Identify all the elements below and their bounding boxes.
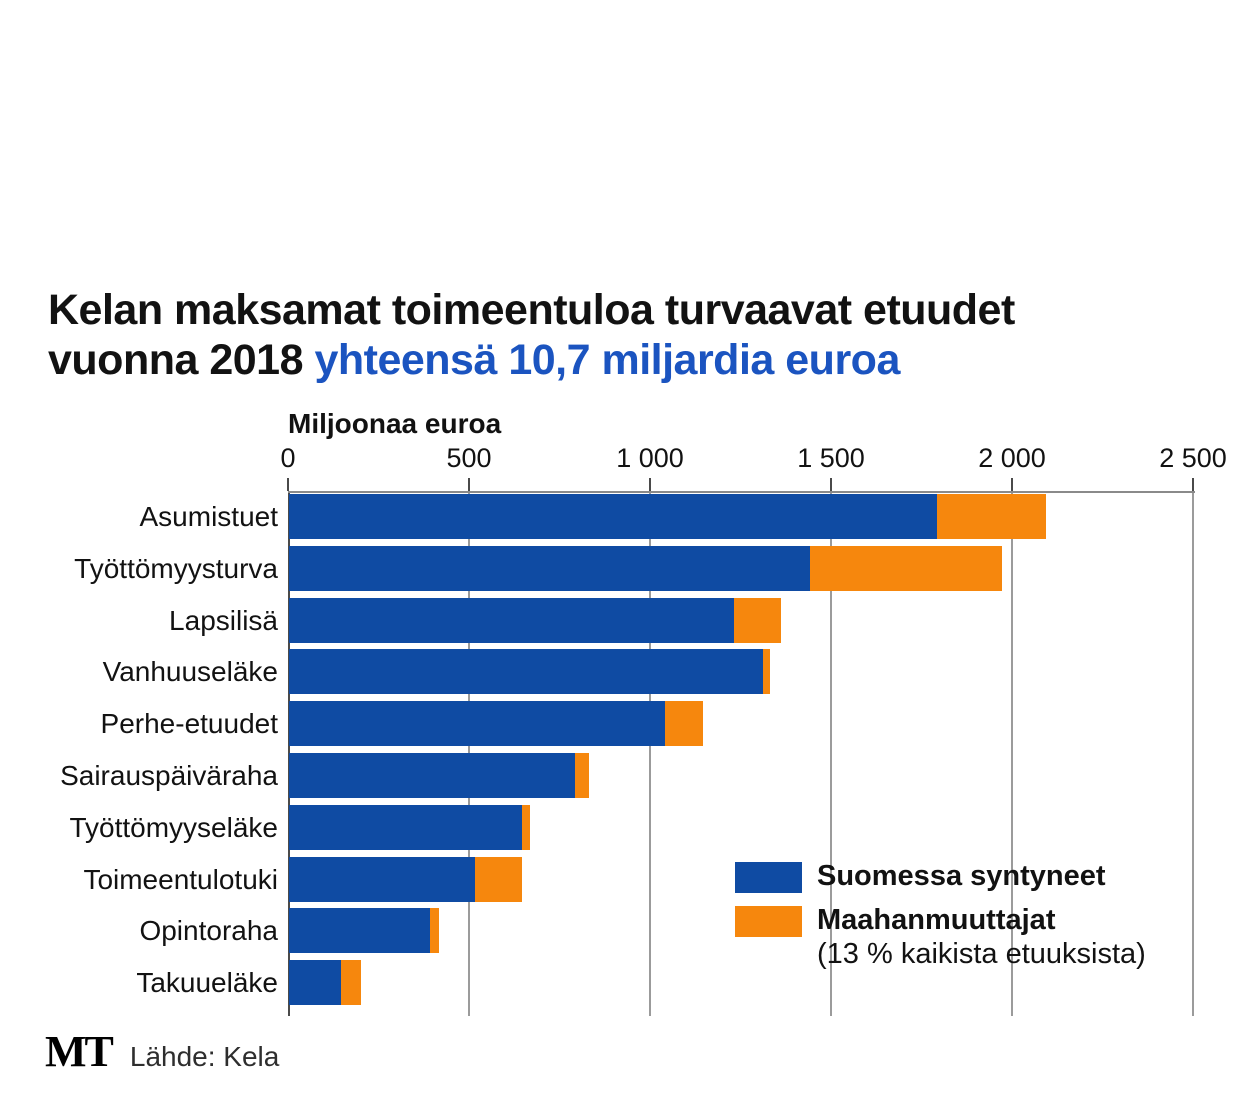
bar-segment-suomessa-syntyneet bbox=[289, 804, 523, 850]
x-tick-mark bbox=[1011, 478, 1013, 491]
bar-segment-suomessa-syntyneet bbox=[289, 701, 666, 747]
x-tick-label: 2 500 bbox=[1159, 443, 1227, 473]
bar-segment-maahanmuuttajat bbox=[341, 960, 362, 1006]
bar-segment-maahanmuuttajat bbox=[522, 804, 530, 850]
x-tick-mark bbox=[287, 478, 289, 491]
x-tick-label: 500 bbox=[446, 443, 492, 473]
axis-unit-label: Miljoonaa euroa bbox=[288, 408, 502, 439]
source-label: Lähde: Kela bbox=[129, 1041, 280, 1072]
bar-segment-suomessa-syntyneet bbox=[289, 908, 431, 954]
x-axis-line bbox=[288, 491, 1195, 493]
chart-title: Kelan maksamat toimeentuloa turvaavat et… bbox=[48, 286, 1015, 386]
bar-segment-suomessa-syntyneet bbox=[289, 649, 764, 695]
legend-item: Suomessa syntyneet bbox=[735, 860, 1146, 893]
bar-segment-maahanmuuttajat bbox=[810, 545, 1003, 591]
bar-segment-maahanmuuttajat bbox=[475, 856, 523, 902]
legend-swatch-maahanmuuttajat bbox=[735, 906, 802, 938]
footer: MT Lähde: Kela bbox=[45, 1026, 279, 1077]
category-label: Työttömyyseläke bbox=[69, 811, 278, 843]
legend-sublabel: (13 % kaikista etuuksista) bbox=[817, 937, 1146, 970]
bar-segment-maahanmuuttajat bbox=[665, 701, 704, 747]
legend-label: Suomessa syntyneet bbox=[817, 860, 1106, 892]
x-tick-label: 0 bbox=[280, 443, 296, 473]
grid-line bbox=[649, 491, 651, 1016]
x-tick-mark bbox=[1192, 478, 1194, 491]
legend-item: Maahanmuuttajat (13 % kaikista etuuksista… bbox=[735, 904, 1146, 971]
x-tick-mark bbox=[649, 478, 651, 491]
category-label: Asumistuet bbox=[139, 501, 279, 532]
title-line2-blue: yhteensä 10,7 miljardia euroa bbox=[314, 335, 900, 384]
category-label: Vanhuuseläke bbox=[102, 656, 278, 688]
bar-segment-suomessa-syntyneet bbox=[289, 545, 811, 591]
legend-text: Suomessa syntyneet bbox=[817, 860, 1106, 893]
bar-segment-maahanmuuttajat bbox=[936, 494, 1046, 539]
bar-segment-maahanmuuttajat bbox=[734, 597, 782, 643]
bar-segment-maahanmuuttajat bbox=[763, 649, 771, 695]
bar-segment-suomessa-syntyneet bbox=[289, 494, 937, 539]
x-tick-label: 2 000 bbox=[978, 443, 1046, 473]
legend-label: Maahanmuuttajat bbox=[817, 904, 1056, 937]
bar-segment-suomessa-syntyneet bbox=[289, 753, 575, 798]
category-label: Lapsilisä bbox=[169, 604, 278, 636]
legend-swatch-suomessa-syntyneet bbox=[735, 862, 802, 893]
title-line2-black: vuonna 2018 bbox=[48, 335, 315, 384]
grid-line bbox=[1192, 491, 1194, 1016]
category-label: Takuueläke bbox=[136, 967, 278, 999]
category-label: Työttömyysturva bbox=[74, 552, 278, 584]
grid-line bbox=[830, 491, 832, 1016]
bar-segment-suomessa-syntyneet bbox=[289, 960, 342, 1006]
bar-segment-maahanmuuttajat bbox=[430, 908, 440, 954]
x-tick-mark bbox=[830, 478, 832, 491]
legend: Suomessa syntyneet Maahanmuuttajat (13 % k… bbox=[735, 860, 1146, 982]
x-tick-mark bbox=[468, 478, 470, 491]
mt-logo: MT bbox=[45, 1027, 114, 1076]
grid-line bbox=[1011, 491, 1013, 1016]
category-label: Perhe-etuudet bbox=[100, 708, 278, 740]
x-tick-label: 1 000 bbox=[616, 443, 684, 473]
category-label: Sairauspäiväraha bbox=[60, 760, 278, 791]
category-labels: Asumistuet Työttömyysturva Lapsilisä Vanhuu… bbox=[0, 478, 278, 1016]
category-label: Toimeentulotuki bbox=[83, 863, 278, 895]
bar-segment-suomessa-syntyneet bbox=[289, 856, 476, 902]
legend-text: Maahanmuuttajat (13 % kaikista etuuksista… bbox=[817, 904, 1146, 971]
bar-segment-maahanmuuttajat bbox=[574, 753, 590, 798]
bar-chart-plot-area bbox=[287, 478, 1195, 1016]
title-line1: Kelan maksamat toimeentuloa turvaavat et… bbox=[48, 286, 1015, 334]
bar-segment-suomessa-syntyneet bbox=[289, 597, 735, 643]
x-axis-tick-labels: 0 500 1 000 1 500 2 000 2 500 bbox=[280, 443, 1226, 475]
x-tick-label: 1 500 bbox=[797, 443, 865, 473]
category-label: Opintoraha bbox=[139, 915, 278, 947]
